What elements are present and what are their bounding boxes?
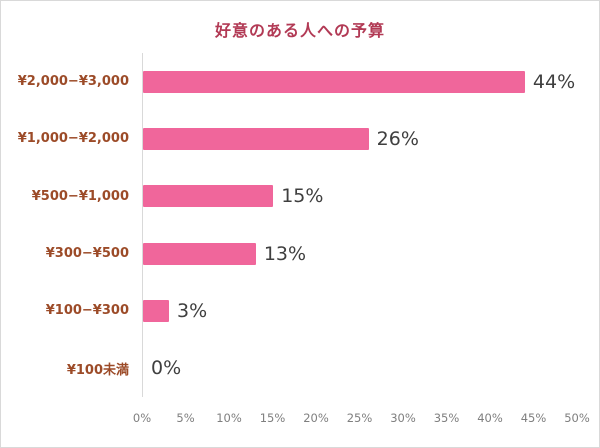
x-tick-label: 50% <box>564 411 590 425</box>
bar-track: 44% <box>142 53 577 111</box>
x-tick-label: 30% <box>390 411 416 425</box>
value-label: 15% <box>281 185 324 208</box>
x-tick-label: 25% <box>346 411 373 425</box>
bar-track: 0% <box>142 339 577 397</box>
bar <box>143 185 274 208</box>
x-tick-label: 15% <box>259 411 286 425</box>
category-label: ¥100−¥300 <box>45 303 129 319</box>
value-label: 0% <box>151 357 182 380</box>
value-label: 44% <box>532 70 576 93</box>
bar-track: 15% <box>142 167 577 225</box>
bar-track: 3% <box>142 282 577 340</box>
category-label: ¥100未満 <box>66 362 129 378</box>
chart-row: ¥100未満 0% <box>11 339 577 397</box>
category-label: ¥1,000−¥2,000 <box>17 131 129 147</box>
x-tick-label: 20% <box>303 411 329 425</box>
category-label: ¥2,000−¥3,000 <box>17 74 129 90</box>
x-tick-label: 5% <box>176 411 195 425</box>
chart-row: ¥300−¥500 13% <box>11 224 577 283</box>
x-tick-label: 0% <box>132 411 152 425</box>
bar <box>143 299 170 322</box>
bar-track: 26% <box>142 110 577 168</box>
value-label: 13% <box>263 242 307 265</box>
x-tick-label: 10% <box>216 411 242 425</box>
plot-area: ¥2,000−¥3,000 44% ¥1,000−¥2,000 26% ¥500−¥1,… <box>11 53 577 397</box>
bar <box>143 242 256 265</box>
bar <box>143 127 369 150</box>
value-label: 3% <box>177 299 208 322</box>
chart-title: 好意のある人への予算 <box>214 21 385 40</box>
category-label: ¥500−¥1,000 <box>31 188 129 204</box>
chart-row: ¥1,000−¥2,000 26% <box>11 110 577 168</box>
bar-track: 13% <box>142 224 577 283</box>
chart-row: ¥100−¥300 3% <box>11 282 577 340</box>
category-label: ¥300−¥500 <box>45 246 129 262</box>
x-tick-label: 35% <box>433 411 460 425</box>
x-tick-label: 40% <box>477 411 503 425</box>
x-axis: 0% 5% 10% 15% 20% 25% 30% 35% 40% 45% 50% <box>133 411 590 427</box>
x-tick-label: 45% <box>520 411 547 425</box>
value-label: 26% <box>376 127 419 150</box>
chart-row: ¥500−¥1,000 15% <box>11 167 577 225</box>
chart-row: ¥2,000−¥3,000 44% <box>11 53 577 111</box>
bar <box>143 70 525 93</box>
